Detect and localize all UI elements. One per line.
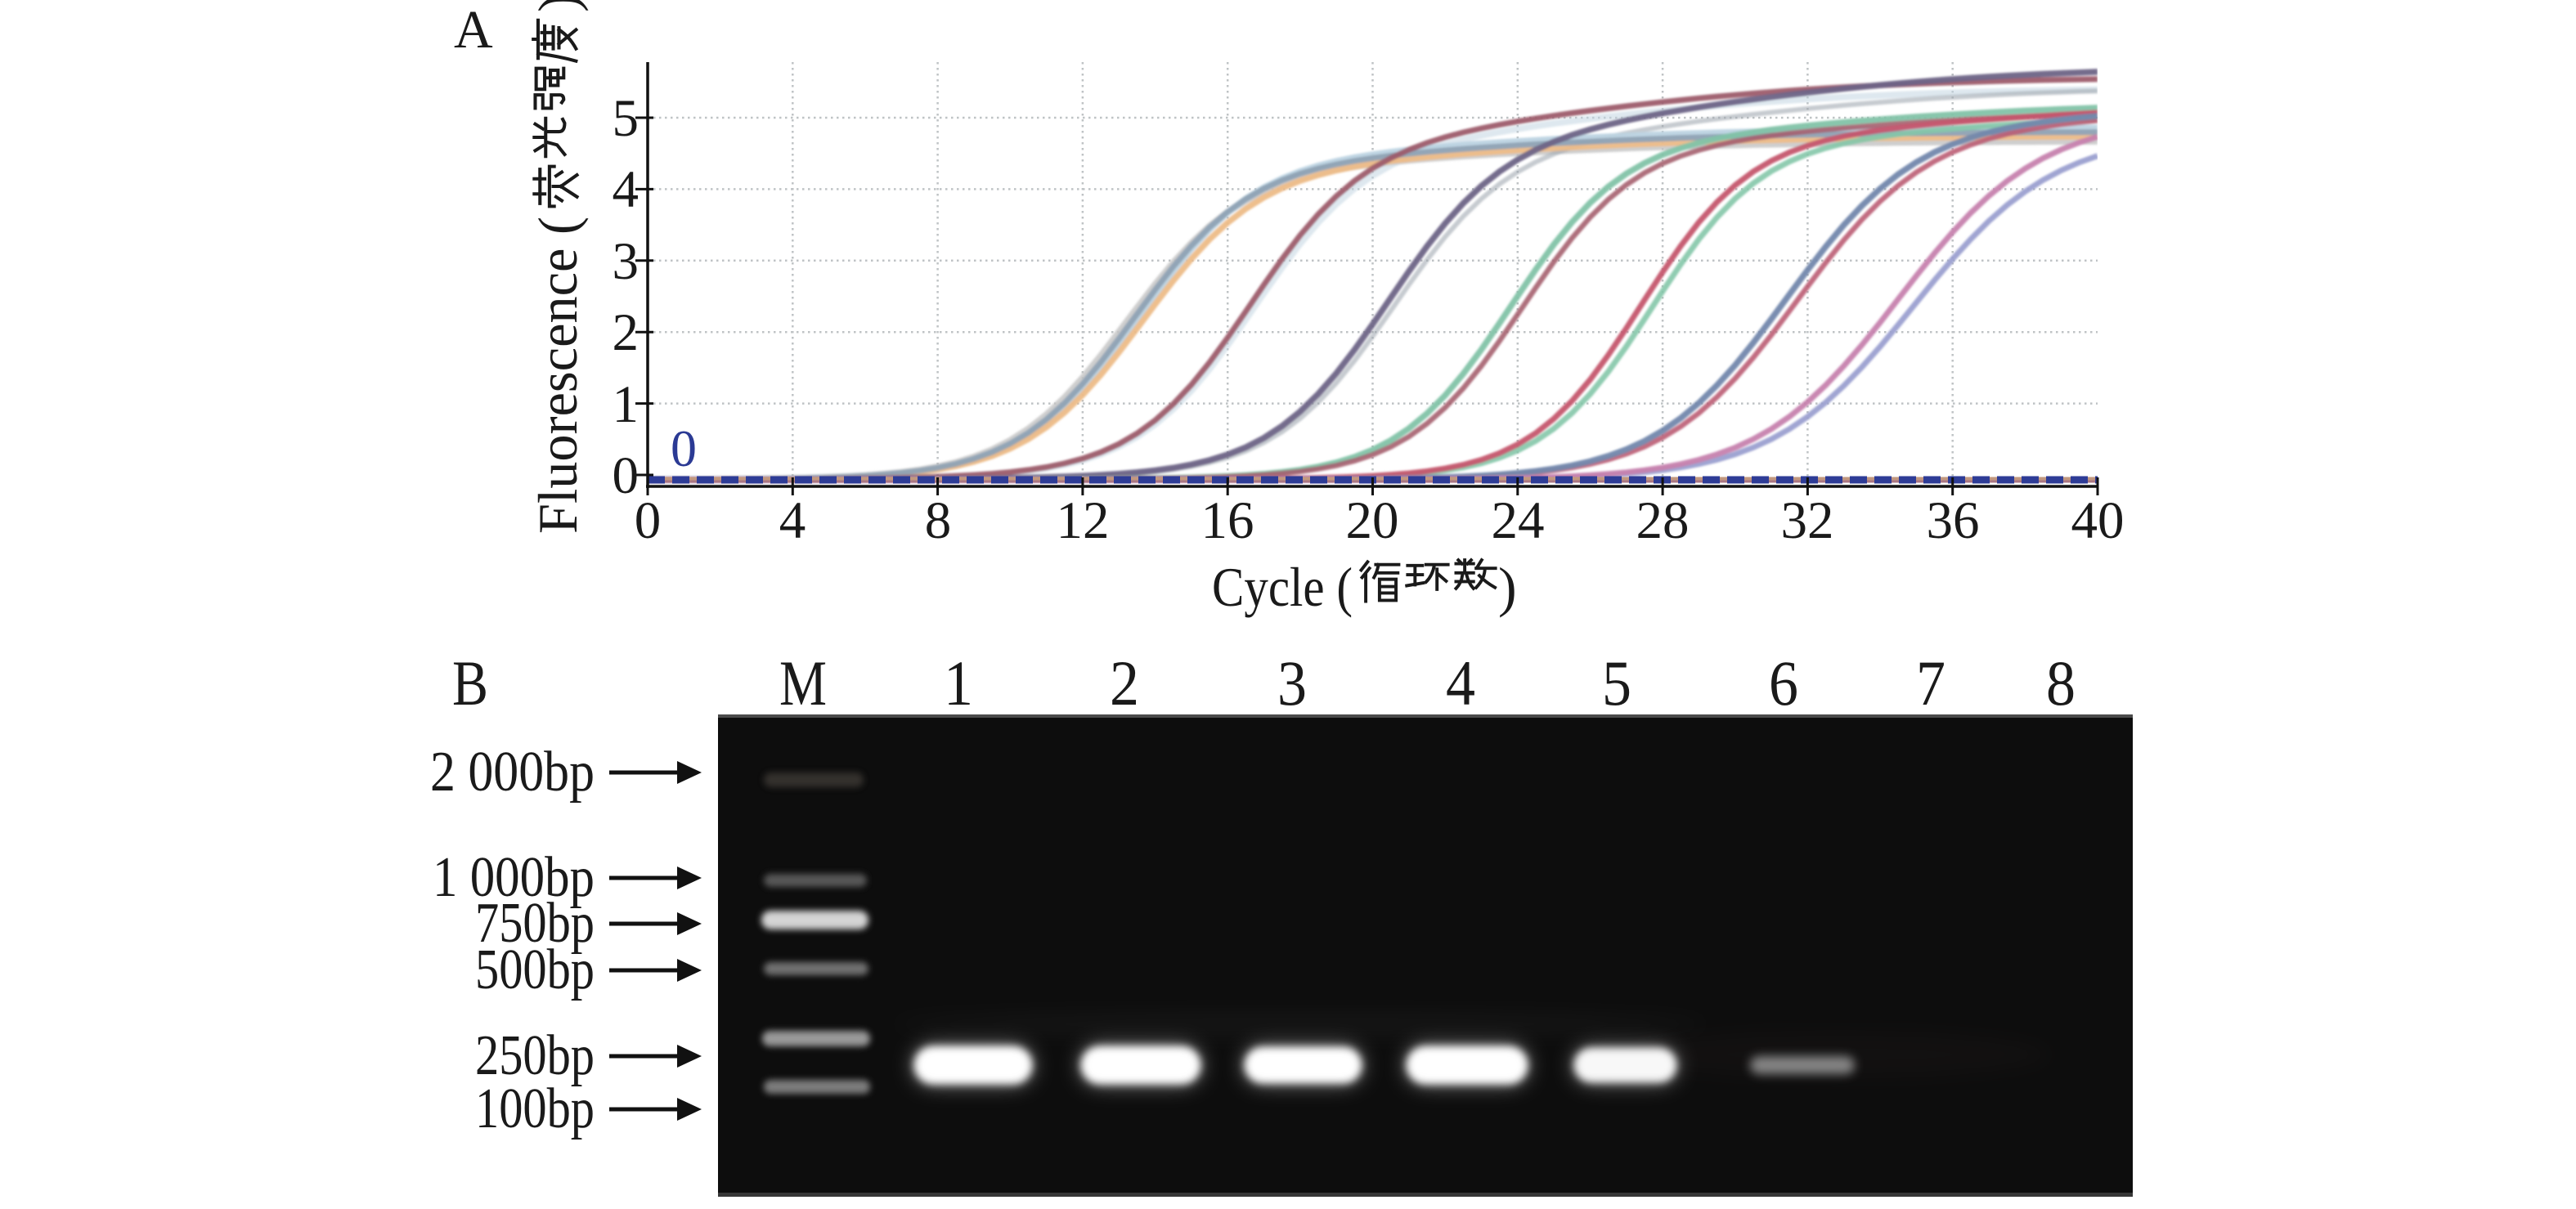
- svg-text:40: 40: [2071, 491, 2125, 550]
- svg-text:20: 20: [1346, 491, 1399, 550]
- svg-text:100bp: 100bp: [475, 1077, 595, 1140]
- svg-text:4: 4: [779, 491, 806, 550]
- svg-text:2: 2: [1110, 647, 1139, 719]
- svg-text:28: 28: [1636, 491, 1690, 550]
- svg-text:A: A: [454, 0, 493, 60]
- svg-text:2 000bp: 2 000bp: [430, 741, 595, 804]
- svg-text:1: 1: [613, 375, 640, 434]
- svg-text:0: 0: [671, 419, 697, 477]
- svg-text:12: 12: [1057, 491, 1110, 550]
- svg-text:8: 8: [925, 491, 952, 550]
- svg-text:500bp: 500bp: [475, 938, 595, 1001]
- svg-text:36: 36: [1927, 491, 1980, 550]
- svg-text:8: 8: [2046, 647, 2076, 719]
- svg-text:5: 5: [613, 89, 640, 148]
- svg-text:Cycle (: Cycle (: [1212, 556, 1353, 618]
- svg-text:32: 32: [1781, 491, 1834, 550]
- svg-text:Fluorescence (: Fluorescence (: [527, 217, 589, 534]
- svg-text:3: 3: [1277, 647, 1307, 719]
- svg-text:250bp: 250bp: [475, 1024, 595, 1087]
- svg-text:1 000bp: 1 000bp: [433, 846, 595, 909]
- svg-text:M: M: [779, 647, 827, 719]
- svg-text:750bp: 750bp: [475, 892, 595, 955]
- svg-text:B: B: [452, 647, 488, 719]
- svg-text:0: 0: [613, 446, 640, 505]
- svg-text:): ): [1498, 556, 1517, 618]
- svg-text:3: 3: [613, 232, 640, 291]
- svg-text:2: 2: [613, 303, 640, 362]
- svg-text:6: 6: [1769, 647, 1798, 719]
- svg-text:7: 7: [1916, 647, 1945, 719]
- svg-text:5: 5: [1602, 647, 1631, 719]
- svg-text:): ): [527, 0, 589, 12]
- svg-text:24: 24: [1492, 491, 1545, 550]
- svg-text:4: 4: [1446, 647, 1475, 719]
- svg-text:1: 1: [944, 647, 973, 719]
- svg-text:0: 0: [635, 491, 662, 550]
- svg-text:16: 16: [1201, 491, 1254, 550]
- svg-text:4: 4: [613, 160, 640, 219]
